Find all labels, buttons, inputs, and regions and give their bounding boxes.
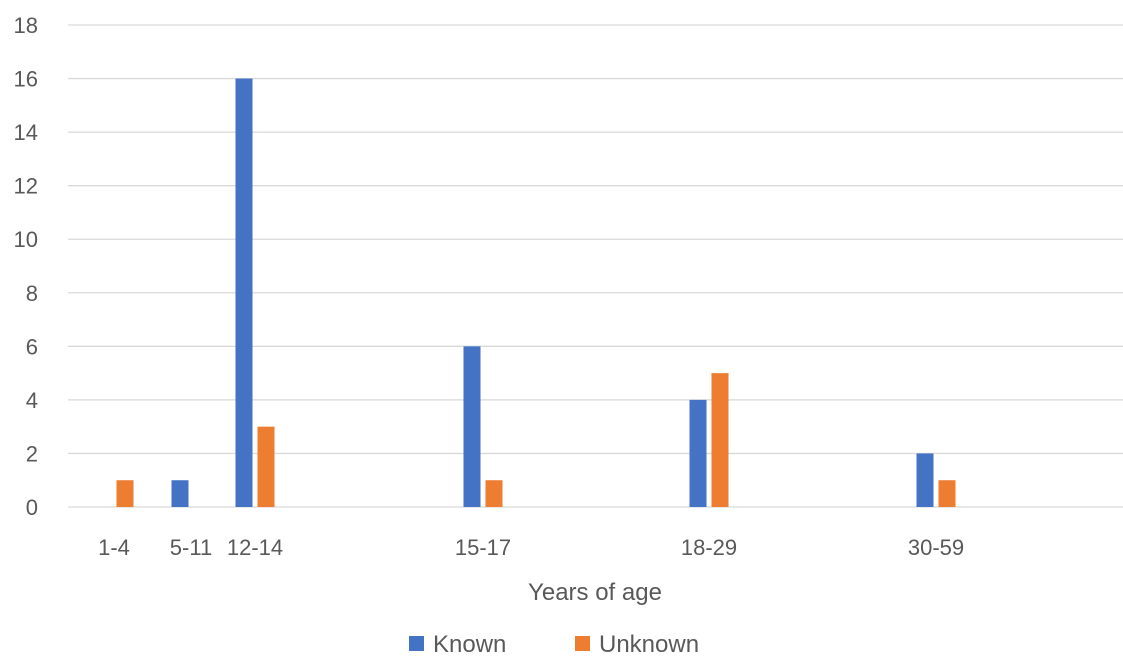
- y-tick-label: 10: [14, 227, 38, 252]
- y-tick-label: 8: [26, 281, 38, 306]
- bar-known-5-11: [171, 480, 189, 507]
- bar-known-18-29: [689, 399, 707, 507]
- y-tick-label: 16: [14, 67, 38, 92]
- bar-unknown-15-17: [485, 480, 503, 507]
- x-tick-label: 15-17: [455, 535, 511, 560]
- bar-unknown-12-14: [257, 426, 275, 507]
- bar-known-12-14: [235, 78, 253, 508]
- legend-swatch-known: [409, 636, 424, 651]
- y-tick-label: 4: [26, 388, 38, 413]
- y-tick-label: 14: [14, 120, 38, 145]
- x-tick-label: 18-29: [681, 535, 737, 560]
- y-tick-label: 0: [26, 495, 38, 520]
- y-tick-label: 18: [14, 13, 38, 38]
- x-axis-ticks: 1-4 5-11 12-14 15-17 18-29 30-59: [98, 535, 964, 560]
- legend-label-unknown: Unknown: [599, 631, 699, 655]
- bar-unknown-30-59: [938, 480, 956, 507]
- y-tick-label: 2: [26, 441, 38, 466]
- legend-swatch-unknown: [575, 636, 590, 651]
- bar-unknown-1-4: [116, 480, 134, 507]
- gridlines: [68, 24, 1123, 508]
- bars: [116, 78, 956, 508]
- x-tick-label: 5-11: [170, 535, 212, 560]
- x-tick-label: 12-14: [227, 535, 283, 560]
- y-tick-label: 12: [14, 174, 38, 199]
- x-tick-label: 1-4: [98, 535, 130, 560]
- bar-unknown-18-29: [711, 373, 729, 507]
- y-axis-ticks: 0 2 4 6 8 10 12 14 16 18: [14, 13, 38, 520]
- bar-known-30-59: [916, 453, 934, 507]
- legend: Known Unknown: [409, 631, 699, 658]
- bar-known-15-17: [463, 346, 481, 507]
- x-axis-title: Years of age: [528, 579, 662, 606]
- x-tick-label: 30-59: [908, 535, 964, 560]
- legend-label-known: Known: [433, 631, 506, 655]
- y-tick-label: 6: [26, 334, 38, 359]
